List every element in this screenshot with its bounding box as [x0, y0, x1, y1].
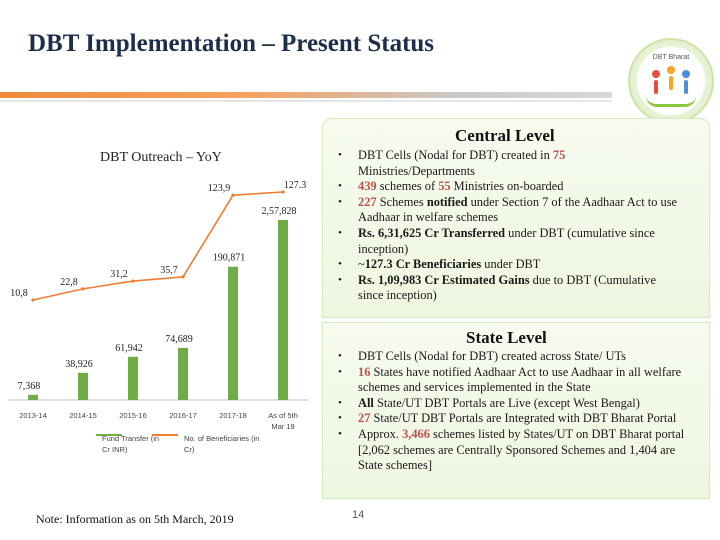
- line-point-beneficiaries: [281, 190, 285, 194]
- x-tick-label: As of 5th: [268, 411, 298, 420]
- line-data-label: 35,7: [160, 265, 178, 276]
- x-tick-label: 2016-17: [169, 411, 197, 420]
- state-bullet-aadhaar-notified: 16 States have notified Aadhaar Act to u…: [324, 365, 694, 396]
- line-point-beneficiaries: [31, 298, 35, 302]
- bar-fund-transfer: [78, 372, 88, 400]
- central-bullet-amount-transferred: Rs. 6,31,625 Cr Transferred under DBT (c…: [324, 226, 680, 257]
- central-bullet-schemes-onboarded: 439 schemes of 55 Ministries on-boarded: [324, 179, 680, 195]
- line-data-label: 123,9: [208, 183, 231, 194]
- bar-fund-transfer: [178, 347, 188, 400]
- dbt-outreach-chart: 7,368 2013-14 38,926 2014-15 61,942 2015-16 74…: [8, 180, 308, 431]
- logo-arc: [646, 96, 696, 107]
- state-bullet-portals-integrated: 27 State/UT DBT Portals are Integrated w…: [324, 411, 694, 427]
- title-underline: [0, 92, 612, 98]
- line-point-beneficiaries: [81, 287, 85, 291]
- central-level-heading: Central Level: [455, 126, 555, 145]
- line-point-beneficiaries: [181, 275, 185, 279]
- dbt-bharat-logo: DBT Bharat: [628, 38, 714, 124]
- bar-fund-transfer: [128, 356, 138, 400]
- line-beneficiaries: [32, 191, 284, 301]
- bar-data-label: 61,942: [115, 343, 143, 354]
- central-bullet-estimated-gains: Rs. 1,09,983 Cr Estimated Gains due to D…: [324, 273, 680, 304]
- line-data-label: 127.3: [284, 180, 307, 191]
- line-point-beneficiaries: [231, 193, 235, 197]
- logo-figure-body: [684, 80, 688, 94]
- state-bullet-dbt-cells: DBT Cells (Nodal for DBT) created across…: [324, 349, 694, 365]
- bar-data-label: 7,368: [18, 381, 41, 392]
- x-tick-label: Mar 19: [271, 422, 294, 431]
- bar-fund-transfer: [28, 394, 38, 400]
- state-bullet-schemes-listed: Approx. 3,466 schemes listed by States/U…: [324, 427, 694, 474]
- legend-beneficiaries: No. of Beneficiaries (in Cr): [184, 434, 260, 454]
- x-tick-label: 2017-18: [219, 411, 247, 420]
- title-underline-thin: [0, 100, 612, 102]
- page-number: 14: [352, 509, 365, 521]
- line-point-beneficiaries: [131, 279, 135, 283]
- central-bullet-beneficiaries: ~127.3 Cr Beneficiaries under DBT: [324, 257, 680, 273]
- bar-data-label: 74,689: [165, 334, 193, 345]
- logo-figure-body: [654, 80, 658, 94]
- legend-swatch-beneficiaries: [152, 434, 178, 436]
- central-bullet-schemes-notified: 227 Schemes notified under Section 7 of …: [324, 195, 680, 226]
- bar-data-label: 190,871: [213, 253, 246, 264]
- bar-data-label: 2,57,828: [262, 206, 297, 217]
- line-data-label: 22,8: [60, 277, 78, 288]
- logo-figure-head: [682, 70, 690, 78]
- state-level-list: DBT Cells (Nodal for DBT) created across…: [324, 349, 694, 474]
- central-level-list: DBT Cells (Nodal for DBT) created in 75 …: [324, 148, 680, 304]
- logo-figure-head: [667, 66, 675, 74]
- chart-title: DBT Outreach – YoY: [100, 150, 222, 165]
- central-bullet-dbt-cells: DBT Cells (Nodal for DBT) created in 75 …: [324, 148, 680, 179]
- bar-data-label: 38,926: [65, 359, 93, 370]
- x-tick-label: 2013-14: [19, 411, 47, 420]
- line-data-label: 10,8: [10, 288, 28, 299]
- logo-figure-head: [652, 70, 660, 78]
- state-bullet-portals-live: All State/UT DBT Portals are Live (excep…: [324, 396, 694, 412]
- bar-fund-transfer: [228, 266, 238, 400]
- state-level-heading: State Level: [466, 328, 547, 347]
- legend-swatch-fund-transfer: [96, 434, 122, 436]
- x-tick-label: 2014-15: [69, 411, 97, 420]
- logo-figure-body: [669, 76, 673, 90]
- logo-text: DBT Bharat: [652, 54, 690, 61]
- footnote: Note: Information as on 5th March, 2019: [36, 512, 234, 526]
- bar-fund-transfer: [278, 220, 288, 400]
- slide-title: DBT Implementation – Present Status: [28, 30, 435, 57]
- legend-fund-transfer: Fund Transfer (in Cr INR): [102, 434, 160, 454]
- line-data-label: 31,2: [110, 269, 128, 280]
- x-tick-label: 2015-16: [119, 411, 147, 420]
